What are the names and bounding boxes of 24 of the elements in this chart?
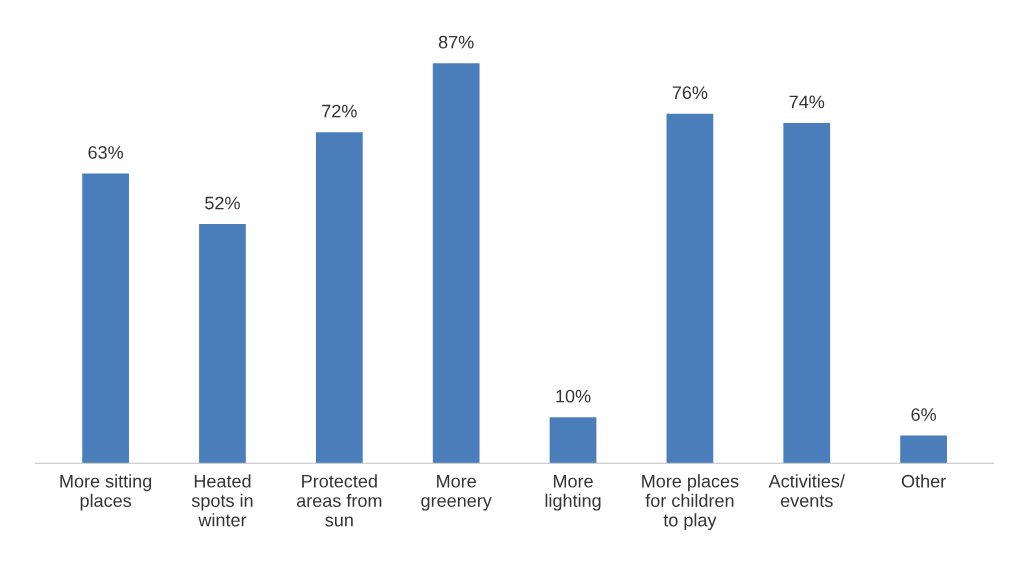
bar xyxy=(549,417,597,464)
data-label: 52% xyxy=(205,196,240,210)
data-label: 72% xyxy=(322,104,357,118)
bar xyxy=(432,63,480,464)
data-label: 76% xyxy=(672,86,708,100)
data-label: 10% xyxy=(556,389,591,403)
data-label: 63% xyxy=(88,146,124,159)
x-tick-label: More sitting places xyxy=(60,474,152,511)
x-tick-label: Other xyxy=(901,474,946,488)
x-tick-label: More lighting xyxy=(545,474,601,511)
bar xyxy=(783,122,831,464)
x-tick-label: Activities/ events xyxy=(768,474,845,508)
bar xyxy=(82,173,129,464)
data-label: 74% xyxy=(789,95,825,109)
data-label: 87% xyxy=(438,35,474,49)
bar xyxy=(199,224,246,464)
x-tick-label: Heated spots in winter xyxy=(191,474,253,527)
bar xyxy=(900,435,947,464)
bar xyxy=(315,132,363,464)
x-tick-label: More places for children to play xyxy=(642,474,739,531)
x-tick-label: Protected areas from sun xyxy=(296,474,382,527)
data-label: 6% xyxy=(911,408,937,421)
x-tick-label: More greenery xyxy=(421,474,492,511)
bar xyxy=(666,113,714,464)
